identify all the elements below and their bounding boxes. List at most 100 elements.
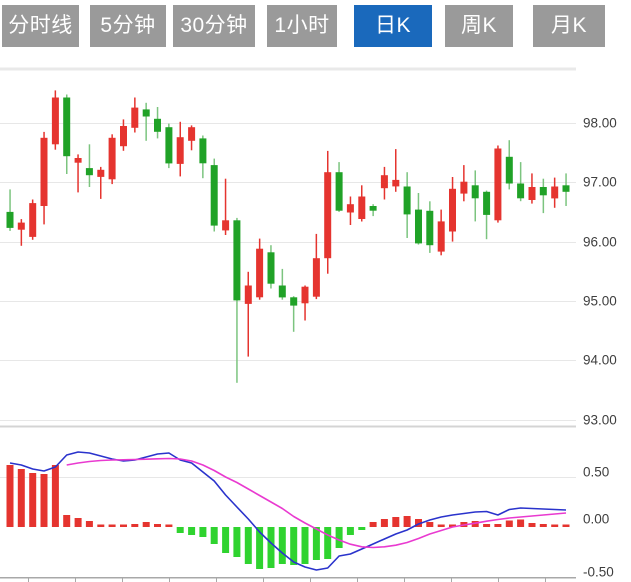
candle-body bbox=[380, 175, 388, 189]
candlestick bbox=[437, 209, 445, 256]
candle-body bbox=[494, 148, 502, 221]
macd-histogram-bar bbox=[17, 469, 25, 527]
macd-histogram-bar bbox=[154, 524, 161, 527]
candlestick bbox=[483, 190, 491, 240]
candle-body bbox=[29, 203, 37, 237]
candle-wick bbox=[247, 271, 249, 357]
candle-body bbox=[551, 186, 559, 199]
dif-line bbox=[9, 451, 567, 571]
candle-body bbox=[335, 172, 343, 211]
candle-body bbox=[267, 252, 275, 284]
price-axis-label: 94.00 bbox=[583, 353, 617, 368]
candlestick bbox=[85, 144, 93, 187]
candlestick bbox=[517, 162, 525, 202]
macd-histogram-bar bbox=[222, 527, 230, 553]
macd-axis-label: 0.00 bbox=[583, 512, 609, 527]
candlestick bbox=[29, 199, 37, 240]
macd-histogram-bar bbox=[380, 519, 388, 527]
macd-histogram-bar bbox=[449, 524, 456, 527]
candle-wick bbox=[100, 166, 102, 199]
candle-body bbox=[517, 183, 525, 199]
candlestick bbox=[108, 134, 116, 185]
candle-body bbox=[528, 187, 536, 200]
macd-histogram-bar bbox=[483, 524, 491, 527]
macd-histogram-bar bbox=[40, 474, 48, 527]
macd-histogram-bar bbox=[415, 519, 422, 527]
dea-line bbox=[66, 457, 567, 549]
macd-histogram-bar bbox=[165, 524, 173, 527]
macd-histogram-bar bbox=[335, 527, 343, 548]
candlestick bbox=[51, 90, 59, 150]
candle-body bbox=[392, 179, 400, 187]
tab-30min[interactable]: 30分钟 bbox=[173, 5, 255, 47]
candlestick bbox=[199, 135, 207, 179]
candle-body bbox=[6, 211, 14, 228]
candle-body bbox=[131, 107, 139, 128]
candle-body bbox=[222, 220, 230, 231]
candle-wick bbox=[9, 189, 11, 231]
macd-histogram-bar bbox=[403, 516, 411, 527]
macd-histogram-bar bbox=[278, 527, 286, 564]
candle-wick bbox=[20, 219, 23, 246]
candlestick bbox=[222, 178, 230, 235]
candle-body bbox=[369, 206, 377, 211]
macd-pane[interactable]: 0.50 0.00 -0.50 bbox=[0, 451, 614, 582]
candlestick bbox=[233, 217, 241, 383]
candle-body bbox=[17, 222, 25, 230]
candlestick bbox=[131, 97, 139, 133]
macd-histogram-bar bbox=[290, 527, 298, 565]
candlestick bbox=[63, 94, 71, 174]
candlestick bbox=[176, 121, 184, 177]
candle-body bbox=[539, 187, 547, 196]
candlestick bbox=[426, 201, 434, 253]
candlestick bbox=[210, 158, 218, 232]
candlestick bbox=[188, 125, 196, 151]
price-axis-label: 98.00 bbox=[583, 116, 617, 131]
candle-wick bbox=[145, 102, 147, 141]
candle-body bbox=[312, 258, 320, 297]
candlestick bbox=[165, 123, 173, 169]
candle-body bbox=[301, 286, 309, 304]
candlestick bbox=[403, 172, 411, 238]
macd-histogram-bar bbox=[267, 527, 275, 568]
candlestick bbox=[244, 271, 252, 357]
candlestick bbox=[290, 296, 298, 332]
tab-monthly[interactable]: 月K bbox=[533, 5, 605, 47]
candlestick bbox=[551, 177, 559, 208]
candle-body bbox=[63, 97, 71, 157]
candle-body bbox=[199, 138, 207, 164]
macd-histogram-bar bbox=[97, 524, 105, 527]
tab-1hour[interactable]: 1小时 bbox=[267, 5, 337, 47]
candle-body bbox=[324, 172, 332, 259]
candlestick bbox=[267, 245, 275, 289]
candle-body bbox=[471, 185, 479, 199]
candle-body bbox=[483, 191, 491, 215]
tab-5min[interactable]: 5分钟 bbox=[90, 5, 166, 47]
macd-histogram-bar bbox=[392, 517, 400, 527]
candle-body bbox=[256, 248, 264, 298]
tab-weekly[interactable]: 周K bbox=[445, 5, 513, 47]
macd-histogram-bar bbox=[199, 527, 207, 537]
tab-daily[interactable]: 日K bbox=[354, 5, 432, 47]
macd-histogram-bar bbox=[517, 519, 525, 527]
candlestick bbox=[346, 196, 354, 225]
macd-histogram-bar bbox=[301, 527, 309, 564]
candlestick bbox=[256, 238, 264, 300]
candle-wick bbox=[77, 154, 79, 193]
tab-timeline[interactable]: 分时线 bbox=[2, 5, 79, 47]
candle-body bbox=[346, 204, 354, 213]
candlestick bbox=[278, 268, 286, 300]
candle-body bbox=[505, 156, 513, 184]
price-axis-label: 93.00 bbox=[583, 413, 617, 428]
price-axis-label: 96.00 bbox=[583, 235, 617, 250]
candle-body bbox=[460, 181, 468, 194]
macd-histogram-bar bbox=[210, 527, 218, 544]
macd-histogram-bar bbox=[120, 524, 127, 527]
candle-body bbox=[142, 109, 150, 117]
candle-body bbox=[426, 210, 434, 246]
macd-histogram-bar bbox=[131, 524, 139, 527]
candlestick bbox=[358, 185, 366, 222]
candle-body bbox=[437, 221, 445, 252]
main-price-pane[interactable]: 98.00 97.00 96.00 95.00 94.00 93.00 bbox=[0, 67, 617, 428]
